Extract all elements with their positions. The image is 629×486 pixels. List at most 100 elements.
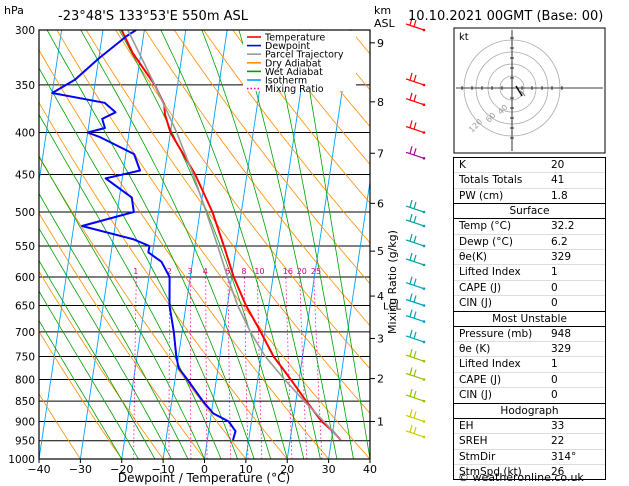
surface-title: Surface xyxy=(454,203,605,220)
wind-barb xyxy=(405,92,426,107)
isotherm-line xyxy=(162,30,228,459)
pressure-tick-label: 800 xyxy=(15,374,35,386)
wind-barb xyxy=(405,276,426,290)
pressure-tick-label: 500 xyxy=(15,207,35,219)
dry-adiabat-line xyxy=(261,30,370,166)
km-label: km xyxy=(374,4,391,17)
x-tick-label: 40 xyxy=(363,463,377,476)
index-value: 1.8 xyxy=(551,189,568,202)
legend-label: Mixing Ratio xyxy=(265,84,324,95)
wet-adiabat-line xyxy=(39,155,205,459)
index-row: Dewp (°C) 6.2 xyxy=(454,233,605,249)
index-row: CAPE (J) 0 xyxy=(454,279,605,295)
mixing-ratio-label: 2 xyxy=(167,267,172,276)
indices-panel: K 20 Totals Totals 41 PW (cm) 1.8 Surface Tem… xyxy=(453,157,606,481)
wet-adiabat-line xyxy=(39,227,172,459)
hodograph-frame xyxy=(453,27,606,154)
indices-top-rows: K 20 Totals Totals 41 PW (cm) 1.8 xyxy=(454,158,605,203)
isotherm-line xyxy=(328,178,370,459)
wind-barb xyxy=(405,424,426,439)
mixing-ratio-line xyxy=(299,276,308,459)
wind-barb xyxy=(405,388,426,403)
most-unstable-title: Most Unstable xyxy=(454,310,605,327)
index-row: Pressure (mb) 948 xyxy=(454,327,605,341)
x-tick-label: 30 xyxy=(322,463,336,476)
wet-adiabat-line xyxy=(46,30,255,459)
index-row: Temp (°C) 32.2 xyxy=(454,219,605,233)
mixing-ratio-label: 20 xyxy=(297,267,307,276)
isotherm-line xyxy=(39,30,63,185)
index-row: StmSpd (kt) 26 xyxy=(454,463,605,479)
wet-adiabat-line xyxy=(160,30,305,459)
mixing-ratio-label: 8 xyxy=(241,267,246,276)
mixing-ratio-line xyxy=(313,276,323,459)
wind-barb xyxy=(405,293,426,307)
mixing-ratio-line xyxy=(285,276,293,459)
dry-adiabat-line xyxy=(144,30,370,327)
index-value: 0 xyxy=(551,389,558,402)
mixing-ratio-label: 16 xyxy=(283,267,293,276)
dry-adiabat-line xyxy=(115,30,370,370)
credit-text: © weatheronline.co.uk xyxy=(458,471,584,484)
index-value: 33 xyxy=(551,419,565,432)
index-value: 22 xyxy=(551,435,565,448)
index-label: StmSpd (kt) xyxy=(459,465,522,478)
hpa-label: hPa xyxy=(4,4,24,17)
pressure-tick-label: 700 xyxy=(15,327,35,339)
pressure-tick-label: 850 xyxy=(15,396,35,408)
wind-barb xyxy=(405,120,426,134)
index-label: Dewp (°C) xyxy=(459,235,513,248)
dry-adiabat-line xyxy=(39,270,164,459)
most-unstable-rows: Pressure (mb) 948 θe (K) 329 Lifted Index 1 CA… xyxy=(454,327,605,403)
index-value: 32.2 xyxy=(551,220,575,233)
wet-adiabat-line xyxy=(39,113,222,459)
mixing-ratio-line xyxy=(244,276,249,459)
index-row: Totals Totals 41 xyxy=(454,172,605,187)
km-tick-label: 7 xyxy=(377,147,384,160)
wet-adiabat-line xyxy=(39,192,189,459)
pressure-tick-label: 400 xyxy=(15,128,35,140)
index-label: CIN (J) xyxy=(459,297,492,310)
dry-adiabat-line xyxy=(232,30,370,204)
dry-adiabat-line xyxy=(173,30,370,285)
mixing-ratio-label: 1 xyxy=(133,267,138,276)
index-label: SREH xyxy=(459,435,488,448)
index-value: 41 xyxy=(551,174,565,187)
index-value: 1 xyxy=(551,358,558,371)
pressure-tick-label: 750 xyxy=(15,351,35,363)
wet-adiabat-line xyxy=(80,30,272,459)
isotherm-line xyxy=(79,30,145,459)
mixing-ratio-line xyxy=(133,276,137,459)
km-tick-label: 4 xyxy=(377,290,384,303)
pressure-tick-label: 600 xyxy=(15,272,35,284)
index-row: StmDir 314° xyxy=(454,448,605,464)
index-label: Lifted Index xyxy=(459,358,521,371)
mixing-ratio-label: 25 xyxy=(311,267,321,276)
index-label: CAPE (J) xyxy=(459,281,502,294)
dry-adiabat-line xyxy=(56,30,370,459)
index-label: Temp (°C) xyxy=(459,220,512,233)
x-tick-label: −30 xyxy=(69,463,92,476)
index-label: EH xyxy=(459,419,474,432)
pressure-tick-label: 350 xyxy=(15,80,35,92)
x-tick-label: 10 xyxy=(239,463,253,476)
mixing-ratio-label: 10 xyxy=(254,267,264,276)
asl-label: ASL xyxy=(374,17,396,30)
index-label: θe (K) xyxy=(459,343,491,356)
pressure-tick-label: 650 xyxy=(15,301,35,313)
hodograph-title: Hodograph xyxy=(454,402,605,419)
km-tick-label: 6 xyxy=(377,197,384,210)
index-label: StmDir xyxy=(459,450,496,463)
mixing-ratio-label: 3 xyxy=(188,267,193,276)
legend-box xyxy=(243,31,356,91)
isotherm-line xyxy=(204,30,269,459)
mixing-ratio-label: 4 xyxy=(203,267,208,276)
dry-adiabat-line xyxy=(39,330,123,459)
index-label: Totals Totals xyxy=(459,174,523,187)
dry-adiabat-line xyxy=(39,393,81,459)
index-row: EH 33 xyxy=(454,419,605,433)
mixing-ratio-line xyxy=(205,276,208,459)
pressure-tick-label: 900 xyxy=(15,416,35,428)
index-row: CIN (J) 0 xyxy=(454,387,605,402)
wet-adiabat-line xyxy=(298,30,370,459)
